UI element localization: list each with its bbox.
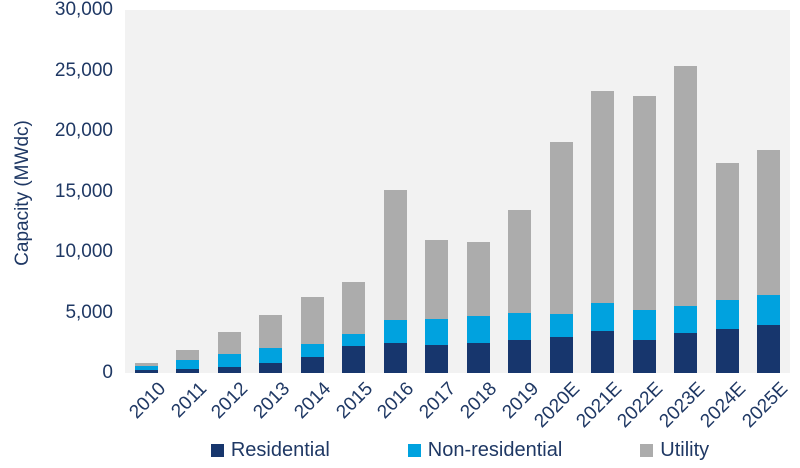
y-tick-label-30000: 30,000 [54, 0, 113, 20]
bar-2018 [466, 242, 490, 373]
bar-segment-utility [342, 282, 366, 334]
legend-swatch-residential [210, 443, 224, 457]
legend-label-residential: Residential [230, 439, 330, 461]
bar-segment-non-residential [715, 300, 739, 329]
bar-segment-utility [425, 239, 449, 319]
bar-segment-non-residential [217, 354, 241, 367]
legend-item-non-residential: Non-residential [407, 438, 563, 462]
bar-segment-residential [757, 325, 781, 373]
bar-segment-residential [591, 331, 615, 373]
y-axis-title: Capacity (MWdc) [12, 120, 33, 266]
x-tick-label-2017: 2017 [415, 378, 460, 424]
bar-segment-utility [259, 314, 283, 348]
bar-segment-non-residential [466, 316, 490, 344]
bar-2019 [508, 210, 532, 373]
bar-segment-utility [549, 141, 573, 314]
bar-segment-non-residential [591, 302, 615, 332]
bar-2021e [591, 91, 615, 373]
bar-2015 [342, 282, 366, 373]
chart-legend: Residential Non-residential Utility [0, 438, 800, 462]
bar-segment-utility [383, 190, 407, 321]
bar-segment-residential [217, 366, 241, 373]
bar-segment-utility [176, 350, 200, 360]
x-tick-label-2018: 2018 [456, 378, 502, 424]
bar-2025e [757, 150, 781, 373]
bar-2023e [674, 65, 698, 373]
x-tick-label-2020e: 2020E [530, 378, 585, 432]
bar-segment-non-residential [135, 365, 158, 370]
x-tick-label-2025e: 2025E [737, 378, 792, 432]
bar-segment-non-residential [259, 347, 283, 364]
bar-segment-utility [135, 362, 158, 366]
bar-2024e [715, 163, 739, 373]
x-tick-label-2023e: 2023E [655, 378, 709, 432]
bar-segment-utility [466, 242, 490, 317]
bar-2011 [176, 350, 200, 373]
bar-segment-non-residential [757, 294, 781, 326]
bar-2016 [383, 190, 407, 373]
bar-segment-residential [176, 369, 200, 373]
x-tick-label-2016: 2016 [373, 378, 419, 424]
bar-segment-non-residential [300, 343, 324, 358]
bar-segment-residential [508, 339, 532, 373]
bar-segment-residential [632, 339, 656, 373]
bar-segment-utility [217, 332, 241, 355]
legend-label-non-residential: Non-residential [427, 439, 563, 461]
bar-2014 [300, 296, 324, 373]
bar-segment-residential [300, 357, 324, 373]
x-tick-label-2024e: 2024E [696, 378, 751, 432]
bar-segment-utility [757, 150, 781, 295]
bar-segment-non-residential [632, 310, 656, 340]
y-tick-label-5000: 5,000 [65, 301, 113, 323]
legend-item-utility: Utility [640, 438, 709, 462]
bar-segment-utility [632, 95, 656, 311]
bar-segment-non-residential [674, 306, 698, 334]
bar-segment-utility [591, 91, 615, 303]
legend-label-utility: Utility [660, 439, 710, 461]
bar-2013 [259, 314, 283, 373]
bar-segment-residential [259, 363, 283, 373]
x-tick-label-2011: 2011 [167, 378, 212, 423]
y-tick-label-0: 0 [102, 362, 113, 383]
bar-segment-utility [300, 296, 324, 344]
x-tick-label-2014: 2014 [290, 378, 336, 424]
bar-segment-non-residential [342, 333, 366, 347]
chart-plot-area [125, 10, 790, 373]
bar-segment-utility [508, 210, 532, 313]
bar-2017 [425, 239, 449, 373]
y-tick-label-10000: 10,000 [54, 241, 113, 262]
legend-item-residential: Residential [210, 438, 330, 462]
x-tick-label-2012: 2012 [207, 378, 253, 424]
x-tick-label-2015: 2015 [332, 378, 377, 424]
bar-segment-non-residential [425, 318, 449, 345]
x-tick-label-2013: 2013 [249, 378, 295, 424]
bar-segment-residential [383, 342, 407, 373]
bar-segment-residential [135, 369, 158, 373]
bar-segment-utility [674, 65, 698, 307]
bar-segment-utility [715, 163, 739, 301]
bar-segment-residential [425, 344, 449, 373]
x-tick-label-2010: 2010 [124, 378, 170, 424]
bar-segment-non-residential [383, 320, 407, 343]
bar-segment-residential [342, 346, 366, 373]
bar-2020e [549, 141, 573, 373]
y-tick-label-25000: 25,000 [54, 59, 113, 81]
x-tick-label-2021e: 2021E [572, 378, 626, 432]
y-tick-label-20000: 20,000 [54, 120, 113, 141]
bar-2010 [135, 362, 158, 373]
bar-segment-non-residential [508, 312, 532, 340]
bar-segment-non-residential [176, 359, 200, 370]
bar-2012 [217, 332, 241, 373]
bar-segment-residential [715, 328, 739, 373]
bar-segment-residential [549, 336, 573, 373]
legend-swatch-non-residential [407, 443, 421, 457]
bar-segment-residential [674, 333, 698, 373]
bar-segment-non-residential [549, 313, 573, 337]
bar-segment-residential [466, 343, 490, 373]
legend-swatch-utility [640, 443, 654, 457]
bar-2022e [632, 95, 656, 373]
y-tick-label-15000: 15,000 [54, 180, 113, 202]
x-tick-label-2022e: 2022E [613, 378, 668, 432]
